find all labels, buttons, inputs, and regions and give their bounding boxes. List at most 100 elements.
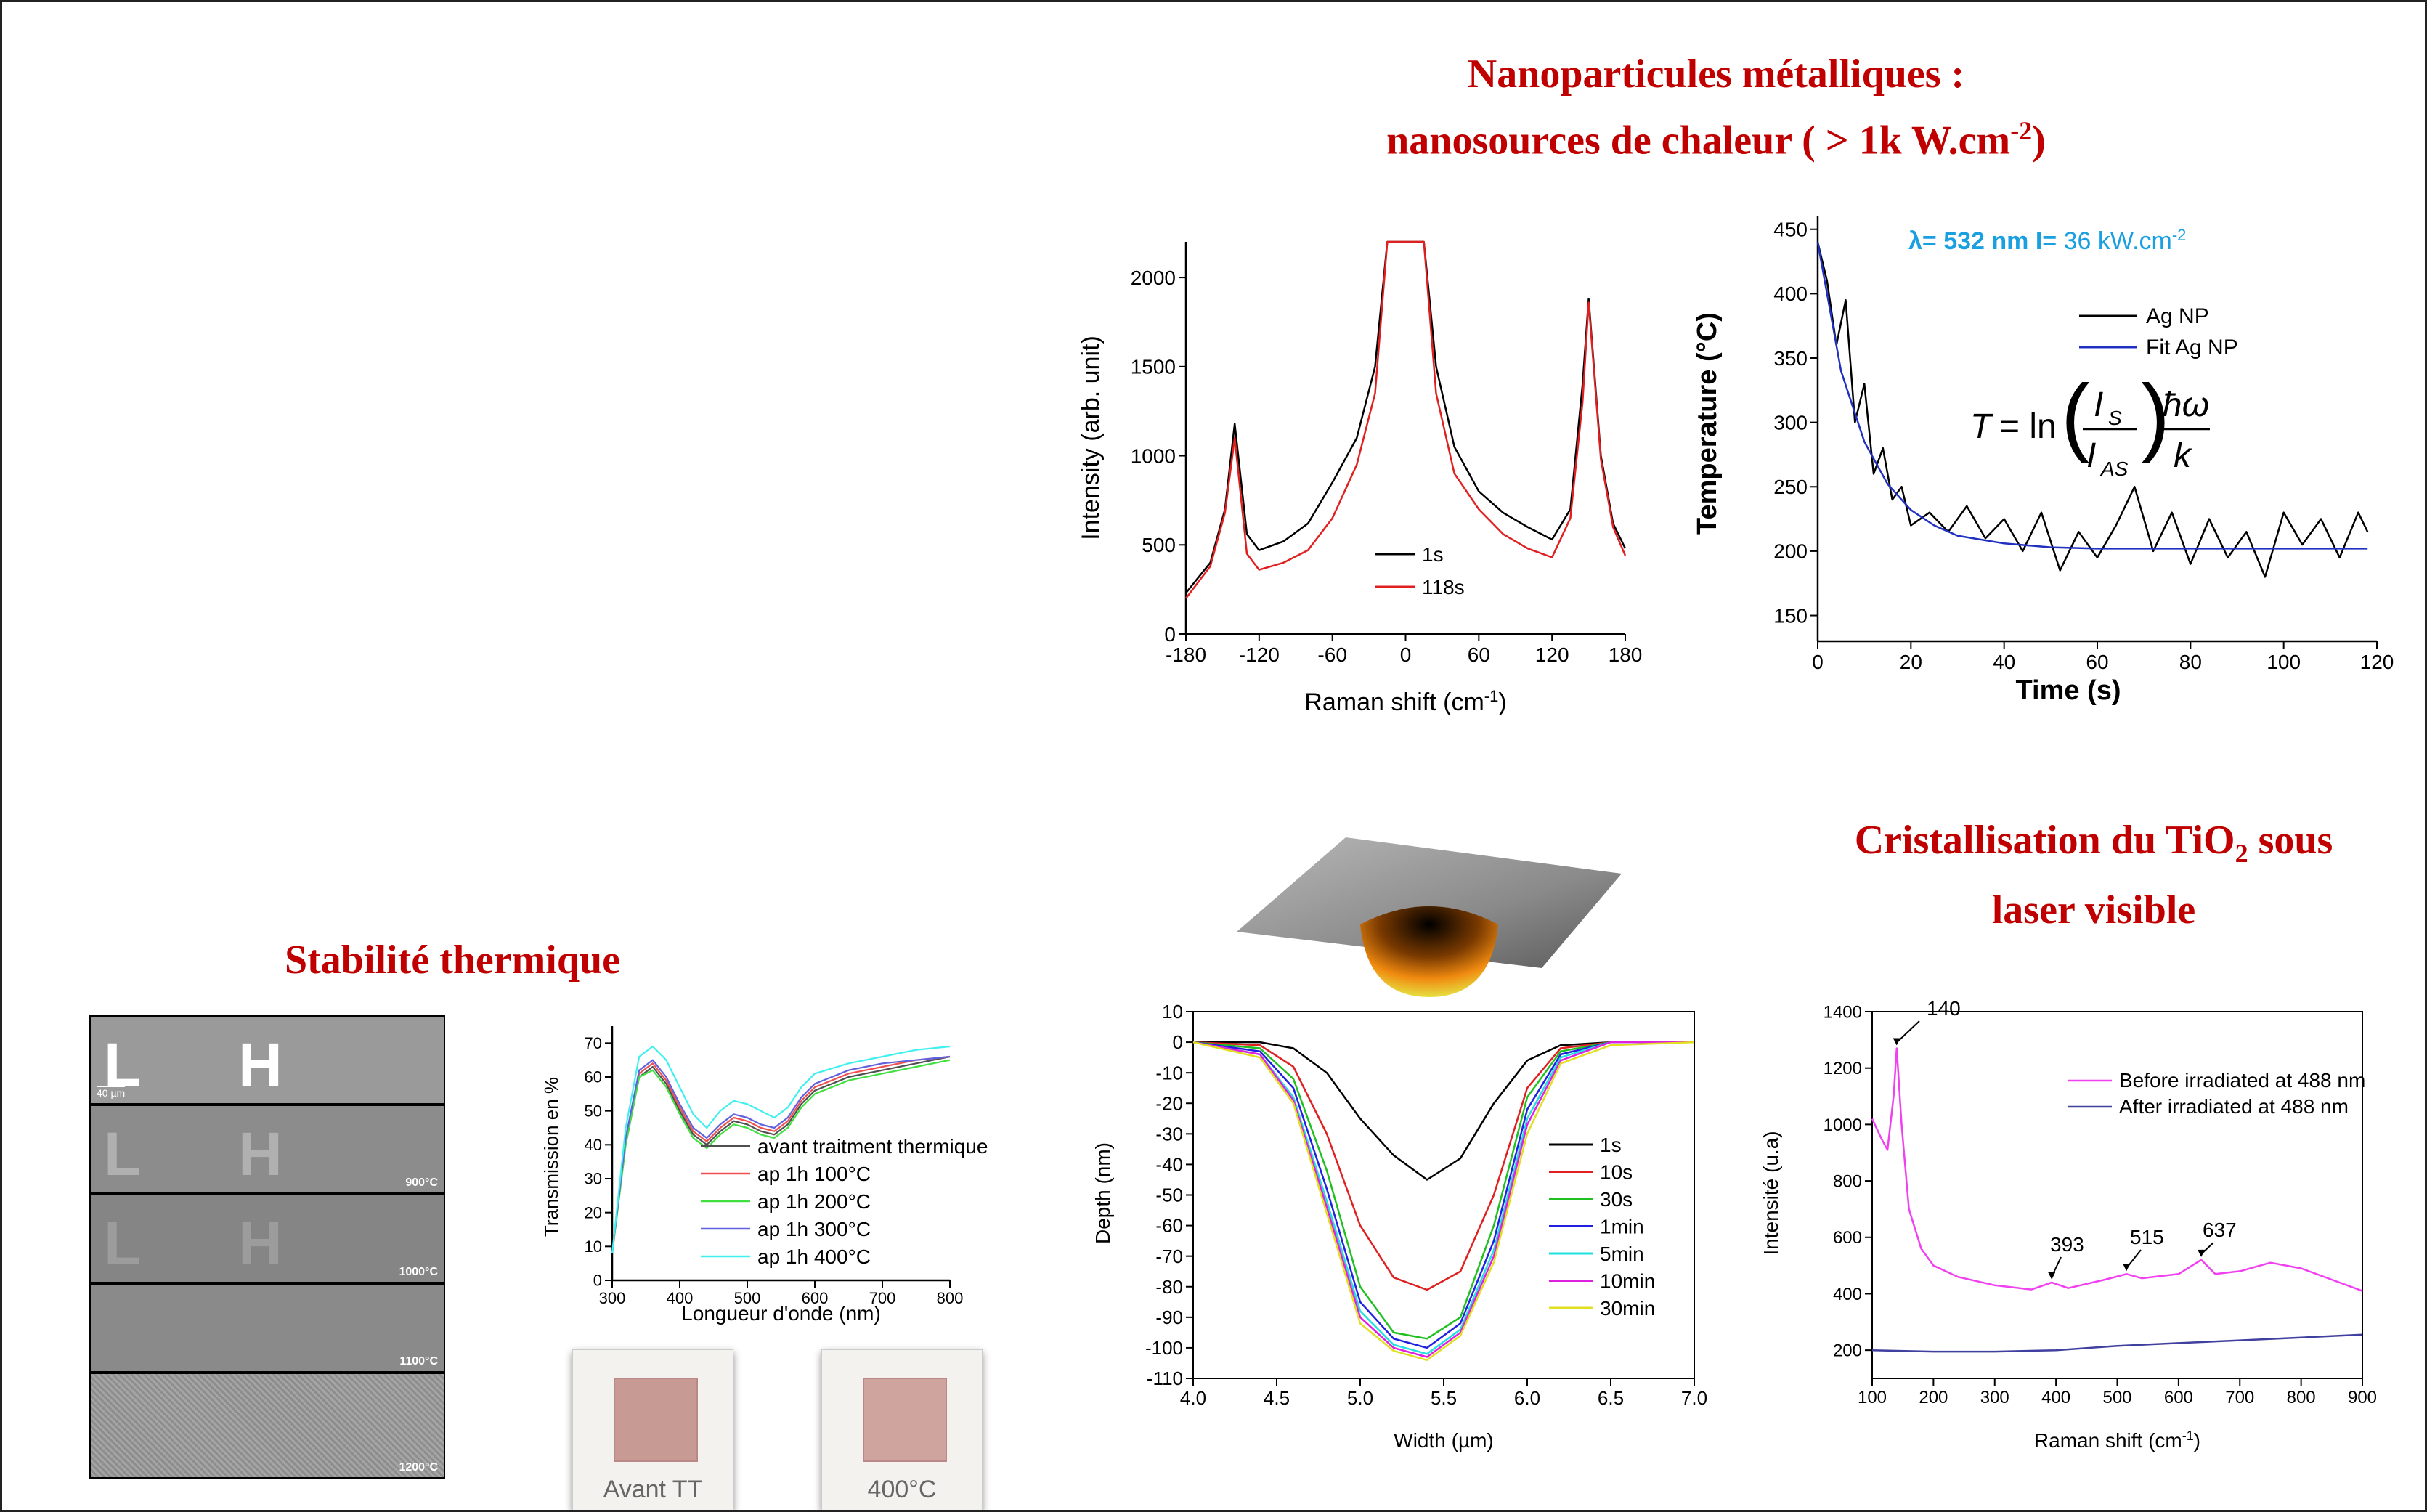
formula-paren-right: )	[2141, 367, 2170, 464]
raman-chart-xtick-label: -180	[1166, 643, 1206, 666]
temperature-chart-ytick-label: 300	[1773, 411, 1808, 434]
temp-xlabel: Time (s)	[2015, 675, 2121, 706]
formula-k: k	[2174, 436, 2193, 475]
temperature-chart-ytick-label: 200	[1773, 540, 1808, 563]
transmission-chart-ytick-label: 20	[585, 1203, 602, 1222]
tio2-title-sub: 2	[2235, 839, 2248, 869]
raman-ylabel: Intensity (arb. unit)	[1077, 336, 1105, 540]
tio2-legend-label-0: Before irradiated at 488 nm	[2119, 1069, 2365, 1092]
temperature-chart-xtick-label: 20	[1900, 651, 1922, 673]
tio2-raman-chart-xtick-label: 200	[1919, 1388, 1948, 1407]
transmission-chart-series-3	[611, 1055, 951, 1253]
tio2-raman-chart-xtick-label: 600	[2164, 1388, 2193, 1407]
tio2-peak-arrowhead-2	[2123, 1264, 2131, 1272]
tio2-raman-chart-ytick-label: 600	[1833, 1228, 1862, 1248]
tio2-peak-label-1: 393	[2050, 1233, 2084, 1256]
depth-chart-ytick-label: -10	[1155, 1062, 1183, 1084]
trans-legend-label-4: ap 1h 400°C	[757, 1245, 871, 1268]
formula-T: T	[1970, 407, 1994, 446]
tio2-peak-arrowhead-0	[1893, 1038, 1900, 1046]
depth-chart-series-1	[1192, 1041, 1694, 1291]
sample-label-after: 400°C	[867, 1476, 937, 1503]
tio2-raman-chart-ytick-label: 400	[1833, 1285, 1862, 1304]
temperature-chart-xtick-label: 40	[1993, 651, 2015, 673]
temperature-chart-series-0	[1816, 242, 2369, 578]
sem-panel-1100: 1100°C	[89, 1283, 445, 1373]
tio2-raman-chart-series-1	[1871, 1333, 2363, 1353]
transmission-chart-ytick-label: 50	[585, 1102, 602, 1120]
sem-image-stack: L H C E 40 µm L H C E 900°C L H C E 1000…	[89, 1015, 445, 1479]
temp-annotation-value: 36 kW.cm	[2057, 227, 2172, 255]
temperature-chart-ytick-label: 150	[1773, 604, 1808, 627]
depth-chart-series-5	[1192, 1041, 1694, 1358]
depth-chart-ytick-label: -20	[1155, 1092, 1183, 1114]
raman-xlabel-sup: -1	[1484, 687, 1499, 705]
temperature-chart-xtick-label: 80	[2179, 651, 2202, 673]
transmission-chart-series-4	[611, 1045, 951, 1253]
depth-chart-ytick-label: -30	[1155, 1123, 1183, 1145]
trans-xlabel: Longueur d'onde (nm)	[681, 1302, 881, 1325]
sem-panel-900: L H C E 900°C	[89, 1105, 445, 1194]
nano-title: Nanoparticules métalliques : nanosources…	[1273, 46, 2159, 169]
formula-IAS: I	[2086, 436, 2096, 475]
raman-chart-ytick-label: 1000	[1131, 444, 1176, 467]
temp-ylabel: Temperature (°C)	[1692, 312, 1723, 535]
transmission-chart: 300 400 500 600 700 800 0 10 20 30 40 50 60 70 Longueu…	[540, 1026, 988, 1325]
temperature-chart: 0 20 40 60 80 100 120 150 200 250 300 350 400 450 Time…	[1692, 216, 2394, 706]
transmission-chart-ytick-label: 30	[585, 1170, 602, 1188]
tio2-peak-arrow-0	[1896, 1020, 1920, 1044]
raman-chart: -180 -120 -60 0 60 120 180 0 500 1000 1500 2000 Rama…	[1077, 240, 1642, 716]
sem-panel-ref: L H C E 40 µm	[89, 1015, 445, 1105]
tio2-raman-chart-ytick-label: 200	[1833, 1341, 1862, 1361]
nano-title-line2-text: nanosources de chaleur ( > 1k W.cm	[1386, 118, 2011, 163]
transmission-chart-xtick-label: 800	[937, 1289, 964, 1307]
raman-chart-xtick-label: -120	[1239, 643, 1280, 666]
nano-title-sup: -2	[2010, 116, 2033, 145]
depth-chart-ytick-label: -70	[1155, 1245, 1183, 1267]
tio2-title-line1: Cristallisation du TiO2 sous	[1767, 812, 2420, 882]
tio2-raman-chart-frame	[1871, 1011, 2363, 1379]
tio2-raman-chart-ytick-label: 800	[1833, 1171, 1862, 1191]
formula-ln: = ln	[1999, 407, 2057, 446]
sem-temp-1100: 1100°C	[399, 1355, 438, 1367]
sem-temp-1000: 1000°C	[399, 1266, 438, 1278]
depth-chart-xtick-label: 7.0	[1681, 1387, 1707, 1409]
tio2-peak-label-3: 637	[2203, 1219, 2237, 1241]
temperature-chart-xtick-label: 120	[2360, 651, 2394, 673]
sem-letters-faded: L H C E	[104, 1120, 323, 1192]
depth-chart: 4.0 4.5 5.0 5.5 6.0 6.5 7.0 10 0 -10 -20 -30 -40 -50 -…	[1091, 1001, 1707, 1452]
formula-IS: I	[2094, 386, 2103, 424]
temp-formula: T = ln(I SI AS)ħωk	[1970, 367, 2210, 480]
transmission-chart-ytick-label: 70	[585, 1034, 602, 1052]
depth-chart-ytick-label: -110	[1147, 1367, 1183, 1389]
raman-chart-ytick-label: 2000	[1131, 267, 1176, 289]
raman-chart-xtick-label: -60	[1317, 643, 1346, 666]
trans-legend-label-1: ap 1h 100°C	[757, 1163, 871, 1185]
tio2-xlabel: Raman shift (cm-1)	[2034, 1428, 2200, 1452]
temperature-chart-ytick-label: 350	[1773, 347, 1808, 370]
sem-panel-1000: L H C E 1000°C	[89, 1194, 445, 1283]
temperature-chart-ytick-label: 400	[1773, 283, 1808, 305]
formula-paren-left: (	[2061, 367, 2090, 464]
tio2-raman-chart-xtick-label: 100	[1858, 1388, 1887, 1407]
raman-chart-ytick-label: 500	[1142, 534, 1176, 556]
trans-legend-label-0: avant traitment thermique	[757, 1135, 988, 1158]
nano-title-line2: nanosources de chaleur ( > 1k W.cm-2)	[1273, 102, 2159, 169]
transmission-chart-xtick-label: 300	[599, 1289, 626, 1307]
sem-scale-bar: 40 µm	[97, 1086, 126, 1099]
depth-chart-xtick-label: 6.0	[1514, 1387, 1540, 1409]
depth-legend-label-6: 30min	[1600, 1297, 1655, 1320]
tio2-raman-chart-ytick-label: 1000	[1824, 1115, 1862, 1135]
raman-legend-label-0: 1s	[1422, 543, 1444, 566]
transmission-chart-series-2	[611, 1059, 951, 1253]
tio2-raman-chart-xtick-label: 500	[2102, 1388, 2131, 1407]
temp-annotation-sup: -2	[2172, 226, 2187, 244]
depth-legend-label-4: 5min	[1600, 1243, 1644, 1265]
depth-chart-xtick-label: 6.5	[1598, 1387, 1624, 1409]
temperature-chart-ytick-label: 450	[1773, 219, 1808, 241]
raman-chart-series-1	[1185, 240, 1627, 599]
raman-xlabel-close: )	[1498, 688, 1506, 716]
depth-chart-xtick-label: 5.0	[1347, 1387, 1373, 1409]
depth-chart-ytick-label: 0	[1173, 1031, 1183, 1053]
